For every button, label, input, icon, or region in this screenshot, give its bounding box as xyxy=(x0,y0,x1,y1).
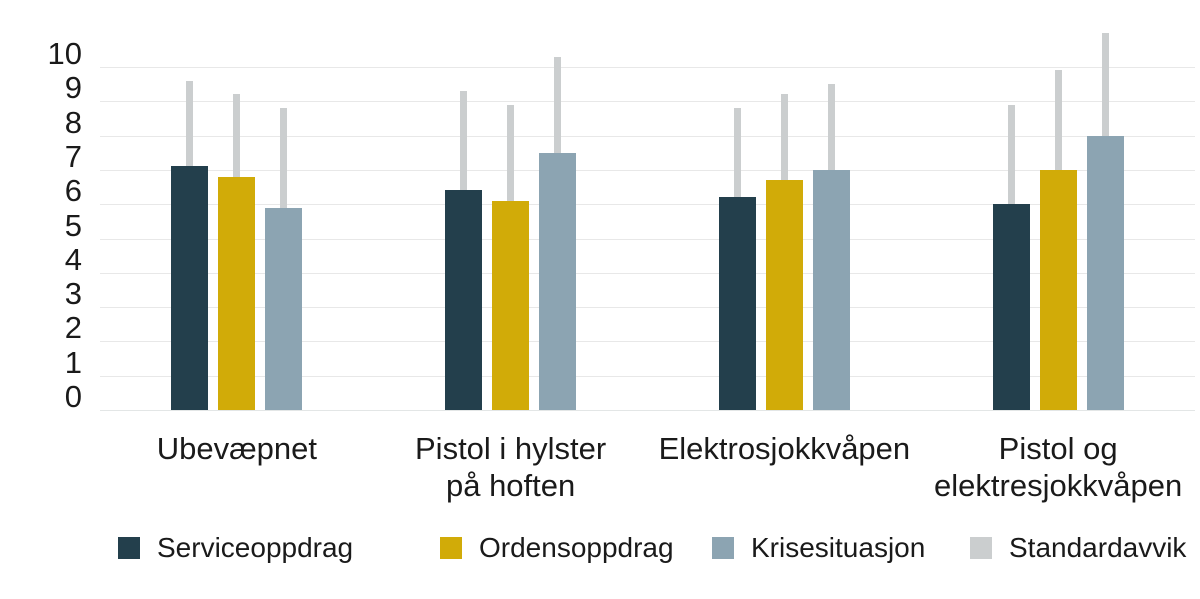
y-tick-label: 6 xyxy=(64,173,82,209)
y-tick-label: 10 xyxy=(47,36,82,71)
y-tick-label: 1 xyxy=(64,344,82,380)
legend-swatch-icon xyxy=(712,537,734,559)
x-category-label: Pistol og elektresjokkvåpen xyxy=(934,431,1183,503)
bar-serviceoppdrag-group4 xyxy=(992,204,1030,410)
legend-label: Serviceoppdrag xyxy=(157,532,354,563)
gridline xyxy=(100,238,1195,240)
y-tick-label: 3 xyxy=(64,276,82,312)
gridline xyxy=(100,135,1195,137)
bar-krisesituasjon-group4 xyxy=(1086,135,1124,410)
legend-item-ordensoppdrag: Ordensoppdrag xyxy=(440,532,674,563)
y-tick-label: 9 xyxy=(64,70,82,106)
bar-ordensoppdrag-group4 xyxy=(1039,169,1077,410)
bar-krisesituasjon-group2 xyxy=(539,152,577,410)
bar-serviceoppdrag-group2 xyxy=(445,190,483,410)
legend-item-krisesituasjon: Krisesituasjon xyxy=(712,532,926,563)
gridline xyxy=(100,169,1195,171)
legend-label: Krisesituasjon xyxy=(751,532,926,563)
gridline xyxy=(100,67,1195,68)
y-tick-label: 4 xyxy=(64,241,82,277)
legend-item-serviceoppdrag: Serviceoppdrag xyxy=(118,532,354,563)
x-category-label: Pistol i hylster på hoften xyxy=(415,431,607,503)
bar-serviceoppdrag-group1 xyxy=(171,166,209,410)
bar-ordensoppdrag-group1 xyxy=(218,176,256,410)
x-category-label: Ubevæpnet xyxy=(156,431,318,466)
bar-krisesituasjon-group1 xyxy=(265,207,303,410)
gridline xyxy=(100,272,1195,274)
bar-ordensoppdrag-group2 xyxy=(492,200,530,410)
bar-krisesituasjon-group3 xyxy=(812,169,850,410)
legend-item-standardavvik: Standardavvik xyxy=(970,532,1187,563)
y-tick-label: 7 xyxy=(64,138,82,174)
y-tick-label: 2 xyxy=(64,310,82,346)
gridline xyxy=(100,375,1195,377)
gridline xyxy=(100,307,1195,309)
x-category-label: Elektrosjokkvåpen xyxy=(658,431,911,466)
bar-ordensoppdrag-group3 xyxy=(765,180,803,410)
y-tick-label: 8 xyxy=(64,104,82,140)
legend-swatch-icon xyxy=(970,537,992,559)
plot-area: 0 1 2 3 4 5 6 7 8 9 10 xyxy=(47,32,1195,414)
y-tick-label: 0 xyxy=(64,379,82,414)
legend-label: Ordensoppdrag xyxy=(479,532,674,563)
gridline xyxy=(100,204,1195,206)
x-axis-line xyxy=(100,410,1195,411)
legend-label: Standardavvik xyxy=(1009,532,1187,563)
gridline xyxy=(100,101,1195,103)
legend-swatch-icon xyxy=(118,537,140,559)
y-tick-label: 5 xyxy=(64,207,82,243)
gridline xyxy=(100,341,1195,343)
legend-swatch-icon xyxy=(440,537,462,559)
bar-serviceoppdrag-group3 xyxy=(718,197,756,410)
